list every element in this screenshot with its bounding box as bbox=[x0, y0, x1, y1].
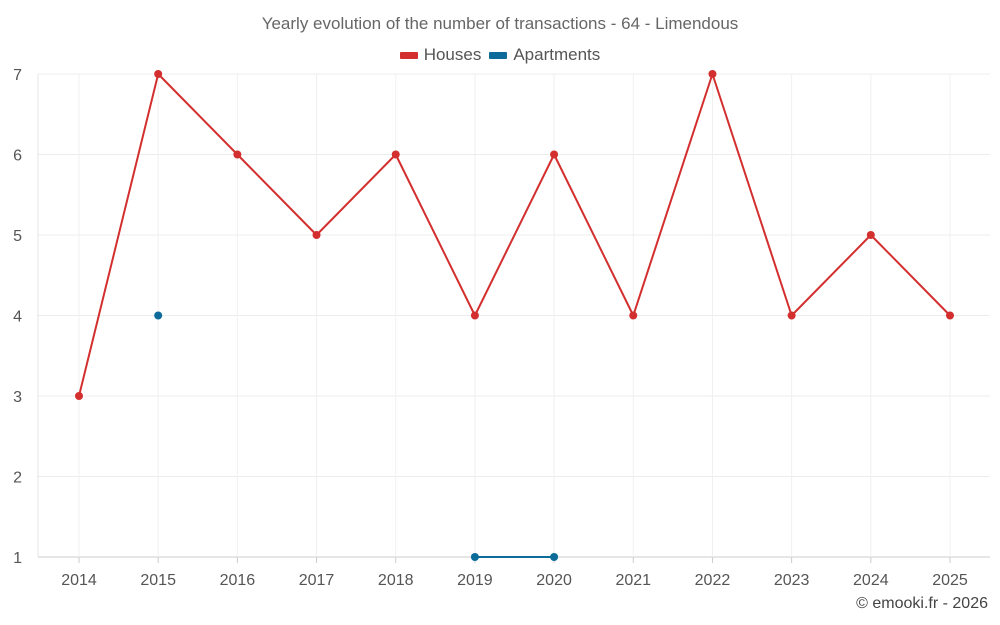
legend-swatch-houses bbox=[399, 51, 418, 59]
y-tick-label-3: 3 bbox=[13, 389, 22, 406]
data-point-apartments-2020 bbox=[550, 553, 559, 561]
x-tick-label-2017: 2017 bbox=[299, 572, 335, 589]
data-point-houses-2020 bbox=[550, 150, 559, 159]
y-tick-label-2: 2 bbox=[13, 470, 22, 487]
x-tick-label-2019: 2019 bbox=[457, 572, 493, 589]
data-point-houses-2021 bbox=[629, 311, 638, 320]
x-tick-label-2014: 2014 bbox=[61, 572, 97, 589]
x-tick-label-2015: 2015 bbox=[140, 572, 176, 589]
chart-title: Yearly evolution of the number of transa… bbox=[261, 14, 739, 33]
x-tick-label-2016: 2016 bbox=[220, 572, 256, 589]
x-tick-label-2018: 2018 bbox=[378, 572, 414, 589]
legend: Houses Apartments bbox=[0, 45, 1000, 65]
data-point-houses-2023 bbox=[787, 311, 796, 320]
data-point-houses-2025 bbox=[946, 311, 954, 320]
legend-label-apartments: Apartments bbox=[513, 45, 601, 64]
data-point-houses-2016 bbox=[233, 150, 242, 159]
x-tick-label-2024: 2024 bbox=[853, 572, 889, 589]
y-tick-label-1: 1 bbox=[13, 550, 22, 567]
data-point-apartments-2019 bbox=[470, 553, 479, 561]
legend-swatch-apartments bbox=[489, 51, 508, 59]
data-point-houses-2022 bbox=[708, 70, 717, 78]
data-point-houses-2018 bbox=[391, 150, 400, 159]
y-tick-label-4: 4 bbox=[13, 309, 22, 326]
y-tick-label-6: 6 bbox=[13, 148, 22, 165]
x-tick-label-2022: 2022 bbox=[695, 572, 731, 589]
x-tick-label-2020: 2020 bbox=[536, 572, 572, 589]
data-point-houses-2015 bbox=[154, 70, 163, 78]
data-point-apartments-2015 bbox=[154, 311, 163, 320]
y-tick-label-7: 7 bbox=[13, 67, 22, 84]
x-tick-label-2023: 2023 bbox=[774, 572, 810, 589]
legend-item-apartments[interactable]: Apartments bbox=[489, 45, 600, 65]
series-line-houses-0 bbox=[78, 73, 951, 397]
x-tick-label-2025: 2025 bbox=[932, 572, 968, 589]
credit-text: © emooki.fr - 2026 bbox=[856, 595, 988, 612]
data-point-houses-2024 bbox=[866, 231, 875, 239]
data-point-houses-2017 bbox=[312, 231, 321, 239]
data-point-houses-2019 bbox=[470, 311, 479, 320]
legend-label-houses: Houses bbox=[423, 45, 482, 64]
x-tick-label-2021: 2021 bbox=[615, 572, 651, 589]
legend-item-houses[interactable]: Houses bbox=[399, 45, 482, 65]
y-tick-label-5: 5 bbox=[13, 228, 22, 245]
data-point-houses-2014 bbox=[75, 392, 83, 400]
